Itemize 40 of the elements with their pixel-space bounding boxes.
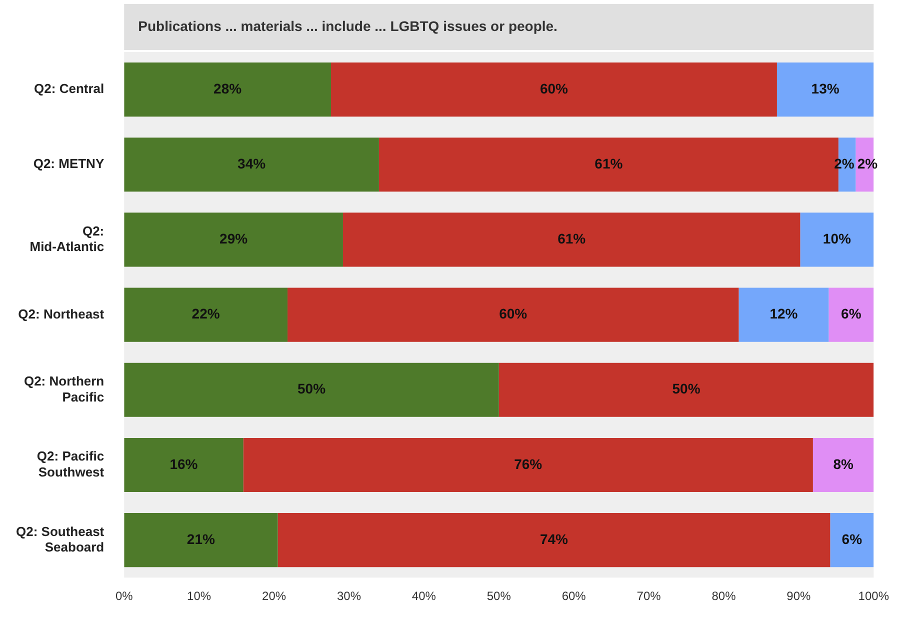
data-label: 6% <box>841 306 862 322</box>
data-label: 16% <box>170 456 198 472</box>
data-label: 60% <box>540 80 569 96</box>
data-label: 10% <box>822 230 852 247</box>
x-tick-label: 90% <box>786 589 812 604</box>
x-tick-label: 40% <box>412 589 436 604</box>
data-label: 61% <box>594 155 624 172</box>
data-label: 2% <box>857 155 878 172</box>
y-tick-label: Q2: Northern Pacific <box>24 374 104 404</box>
data-label: 61% <box>558 230 586 247</box>
x-tick-label: 80% <box>712 589 736 604</box>
data-label: 22% <box>192 306 220 322</box>
data-label: 28% <box>214 80 242 96</box>
data-label: 12% <box>770 306 798 322</box>
data-label: 34% <box>238 155 266 172</box>
x-tick-label: 20% <box>262 589 286 604</box>
y-tick-label: Q2: Northeast <box>18 306 105 322</box>
x-tick-label: 70% <box>636 589 662 604</box>
data-label: 8% <box>833 456 854 472</box>
chart-title: Publications ... materials ... include ... LGBTQ issues or people. <box>138 18 558 34</box>
x-tick-label: 100% <box>858 589 890 604</box>
data-label: 76% <box>514 456 543 472</box>
data-label: 6% <box>842 530 863 547</box>
data-label: 21% <box>186 530 216 547</box>
data-label: 13% <box>811 80 840 96</box>
y-tick-label: Q2: Southeast Seaboard <box>16 524 105 554</box>
y-tick-label: Q2: Mid-Atlantic <box>30 223 104 254</box>
data-label: 29% <box>220 230 248 247</box>
x-tick-label: 50% <box>486 589 512 604</box>
x-tick-label: 30% <box>336 589 362 604</box>
data-label: 50% <box>297 380 326 397</box>
x-tick-label: 10% <box>187 589 212 604</box>
x-tick-label: 60% <box>562 589 586 604</box>
data-label: 74% <box>540 530 569 547</box>
y-tick-label: Q2: Pacific Southwest <box>36 448 105 480</box>
y-tick-label: Q2: METNY <box>33 156 104 172</box>
x-tick-label: 0% <box>115 589 134 604</box>
data-label: 50% <box>672 380 701 397</box>
y-tick-label: Q2: Central <box>34 81 104 96</box>
data-label: 60% <box>499 306 528 322</box>
